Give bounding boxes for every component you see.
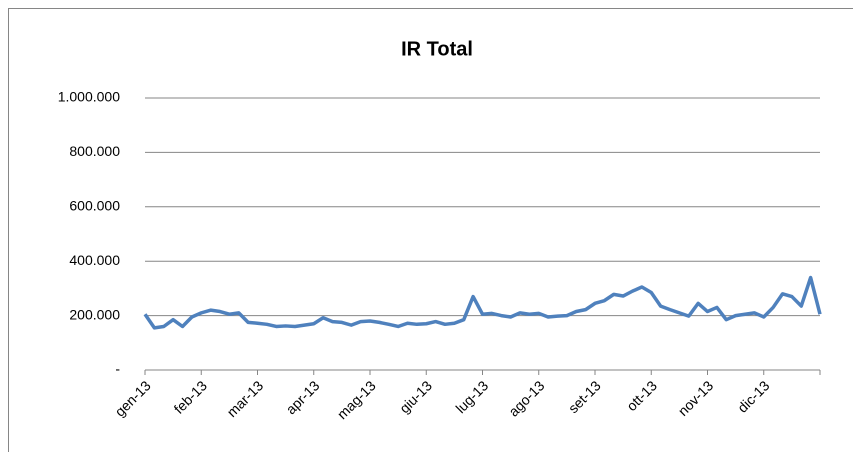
y-tick-label: 1.000.000 [58,89,120,105]
x-tick-label: nov-13 [675,377,717,419]
y-tick-label: 400.000 [69,252,120,268]
x-tick-label: feb-13 [171,377,211,417]
x-tick-label: ott-13 [623,377,660,414]
y-tick-label: 200.000 [69,306,120,322]
y-tick-label: 600.000 [69,198,120,214]
y-tick-label: 800.000 [69,143,120,159]
chart-title: IR Total [401,38,473,60]
x-tick-label: mag-13 [334,377,379,422]
data-line [145,278,820,328]
x-tick-label: set-13 [565,377,604,416]
x-tick-label: apr-13 [283,377,323,417]
x-tick-label: dic-13 [734,377,772,415]
x-tick-label: gen-13 [112,377,154,419]
x-tick-label: ago-13 [505,377,547,419]
x-tick-label: giu-13 [396,377,435,416]
x-tick-label: lug-13 [452,377,491,416]
x-tick-label: mar-13 [224,377,267,420]
y-tick-label: - [115,361,120,377]
